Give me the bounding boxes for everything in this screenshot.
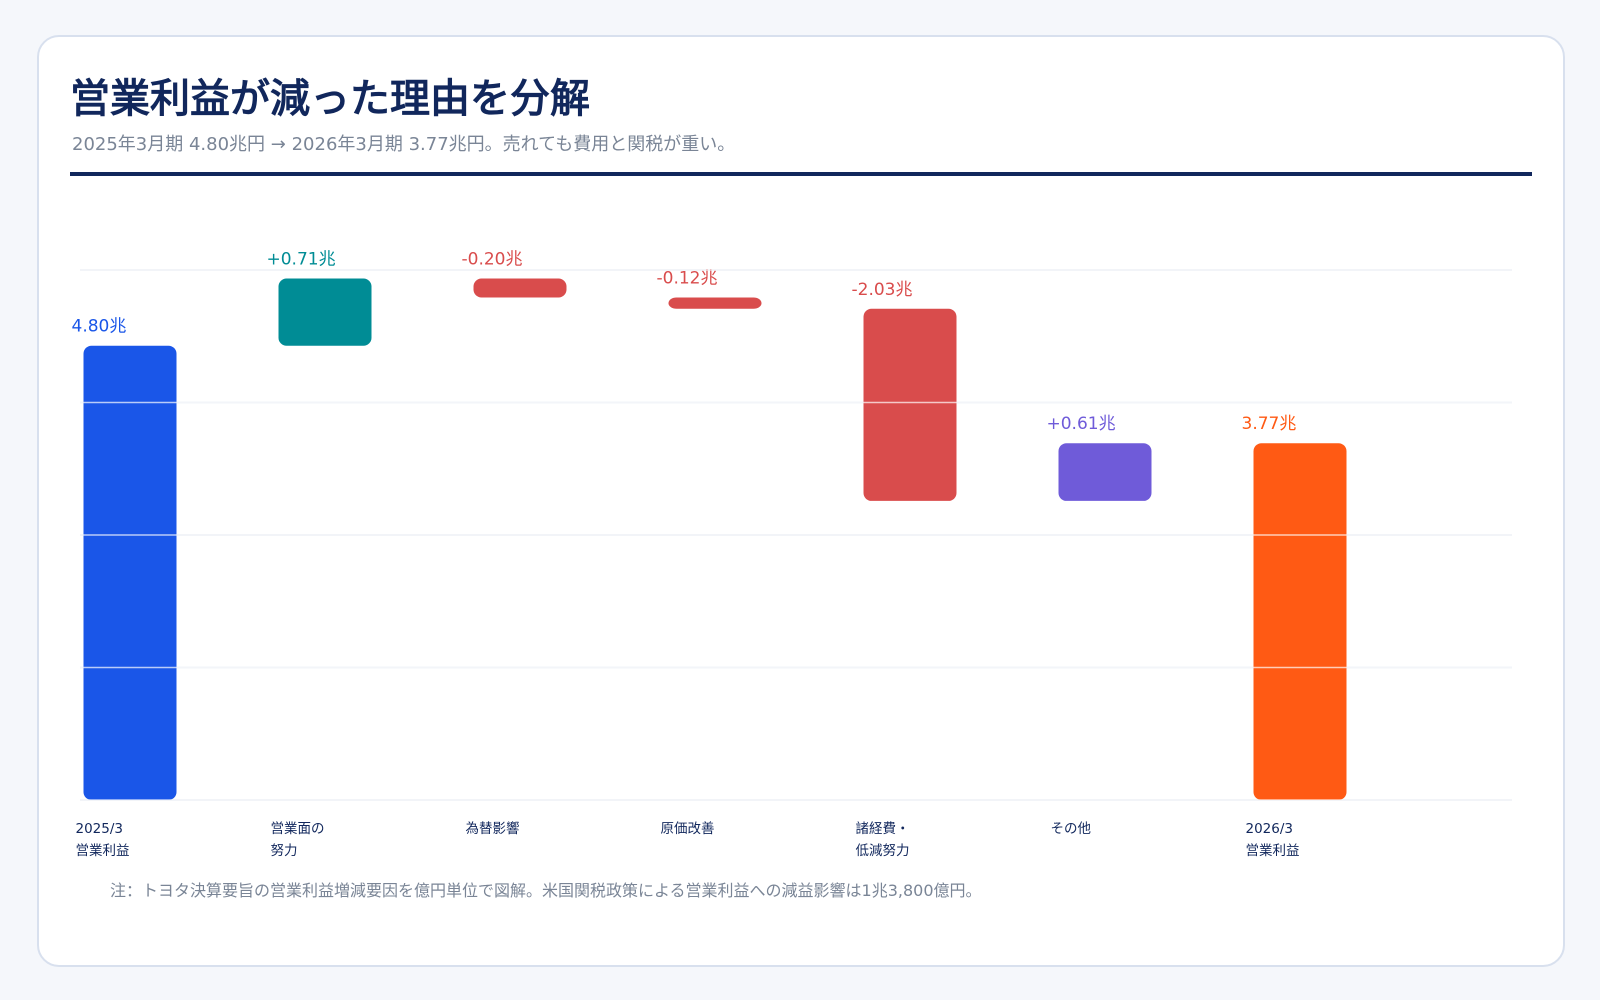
footnote: 注：トヨタ決算要旨の営業利益増減要因を億円単位で図解。米国関税政策による営業利益… bbox=[110, 881, 982, 900]
x-tick-label: 2026/3 営業利益 bbox=[1245, 821, 1300, 859]
bar bbox=[1058, 443, 1152, 501]
x-tick-label: その他 bbox=[1050, 821, 1092, 837]
x-tick-label: 諸経費・ 低減努力 bbox=[855, 821, 910, 859]
title: 営業利益が減った理由を分解 bbox=[70, 76, 590, 122]
x-tick-label: 原価改善 bbox=[660, 821, 715, 837]
value-label: -0.12兆 bbox=[657, 268, 718, 288]
value-label: +0.71兆 bbox=[267, 250, 336, 270]
bar bbox=[278, 278, 372, 346]
x-tick-label: 営業面の 努力 bbox=[270, 821, 325, 859]
bar bbox=[473, 278, 567, 298]
value-label: -0.20兆 bbox=[462, 250, 523, 270]
value-label: 3.77兆 bbox=[1242, 414, 1297, 434]
bar bbox=[1253, 443, 1347, 800]
x-tick-label: 為替影響 bbox=[465, 821, 520, 837]
bar bbox=[668, 297, 762, 309]
subtitle: 2025年3月期 4.80兆円 → 2026年3月期 3.77兆円。売れても費用… bbox=[72, 134, 736, 155]
value-label: +0.61兆 bbox=[1047, 414, 1116, 434]
bar bbox=[83, 345, 177, 800]
value-label: 4.80兆 bbox=[72, 317, 127, 337]
x-tick-label: 2025/3 営業利益 bbox=[75, 821, 130, 859]
divider bbox=[70, 172, 1532, 176]
value-label: -2.03兆 bbox=[852, 280, 913, 300]
bar bbox=[863, 308, 957, 501]
